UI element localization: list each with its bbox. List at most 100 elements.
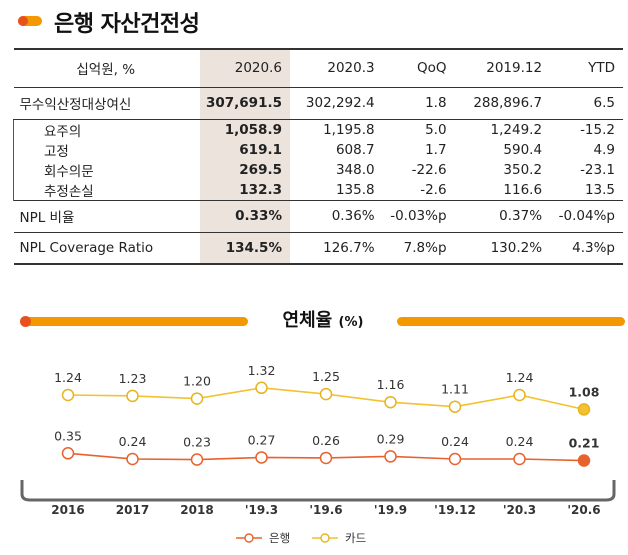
table-row: 고정 619.1 608.7 1.7 590.4 4.9 (12, 139, 624, 160)
data-label: 0.24 (441, 434, 469, 449)
row-label: NPL 비율 (13, 199, 200, 232)
table-header-cell: YTD (550, 48, 623, 88)
data-point (448, 452, 462, 466)
table-cell: -2.6 (420, 181, 447, 198)
table-cell: 590.4 (503, 141, 543, 158)
title-pill-icon (18, 16, 42, 26)
page-title: 은행 자산건전성 (54, 12, 200, 37)
table-row: NPL 비율 0.33% 0.36% -0.03%p 0.37% -0.04%p (13, 199, 623, 232)
data-point (61, 388, 75, 402)
legend-label: 카드 (345, 531, 366, 545)
data-point (448, 400, 462, 413)
data-point (255, 381, 268, 395)
table-row: 무수익산정대상여신 307,691.5 302,292.4 1.8 288,896.7 6… (13, 86, 623, 119)
data-point (255, 451, 268, 464)
table-cell: 269.5 (199, 159, 290, 180)
row-label: 회수의문 (12, 159, 200, 180)
x-tick-label: '19.12 (434, 503, 476, 517)
data-point (319, 451, 333, 465)
data-point (126, 389, 139, 403)
chart-title-bar-left (20, 316, 248, 327)
table-row: NPL Coverage Ratio 134.5% 126.7% 7.8%p 130.2… (13, 231, 623, 265)
data-label: 1.24 (54, 370, 82, 385)
data-label: 1.25 (312, 369, 340, 384)
data-point (190, 453, 204, 466)
data-label: 1.32 (248, 363, 276, 378)
data-label: 1.24 (506, 370, 534, 385)
table-cell: 307,691.5 (199, 86, 290, 119)
table-cell: 302,292.4 (289, 86, 383, 119)
data-point (577, 403, 591, 416)
data-point (513, 388, 526, 402)
table-cell: 288,896.7 (454, 86, 551, 119)
table-cell: -0.03%p (382, 199, 455, 232)
table-header-cell: 2019.12 (454, 48, 551, 88)
legend-marker (320, 533, 330, 543)
row-label: 요주의 (12, 118, 200, 140)
data-point (384, 450, 397, 463)
table-cell: 7.8%p (382, 231, 455, 265)
table-cell: 619.1 (199, 139, 290, 160)
legend-label: 은행 (269, 531, 290, 545)
table-cell: 4.3%p (550, 231, 623, 265)
table-cell: 348.0 (335, 161, 375, 178)
data-label: 0.23 (183, 435, 211, 450)
x-axis-bracket (20, 480, 616, 502)
data-point (126, 452, 139, 466)
data-point (319, 387, 333, 401)
table-cell: 132.3 (199, 179, 290, 200)
table-cell: -22.6 (411, 161, 447, 178)
x-tick-label: '19.6 (309, 503, 342, 517)
x-tick-label: '19.3 (245, 503, 278, 517)
asset-quality-table: 십억원, % 2020.6 2020.3 QoQ 2019.12 YTD 무수익… (12, 48, 624, 265)
x-tick-label: 2016 (51, 503, 84, 517)
row-label: NPL Coverage Ratio (13, 231, 200, 265)
table-header-cell: 2020.3 (289, 48, 383, 88)
table-cell: 1,249.2 (454, 118, 551, 140)
table-cell: -23.1 (580, 161, 615, 178)
chart-title-text: 연체율 (282, 310, 333, 331)
data-label: 0.26 (312, 433, 340, 448)
data-point (513, 452, 526, 466)
data-point (577, 454, 591, 467)
table-cell: -15.2 (550, 118, 623, 140)
table-cell: 0.37% (454, 199, 551, 232)
table-cell: 1.8 (382, 86, 455, 119)
table-cell: 1.7 (425, 141, 447, 158)
data-point (190, 392, 204, 405)
data-label: 1.23 (119, 371, 147, 386)
table-cell: 134.5% (199, 231, 290, 265)
data-label: 0.24 (506, 434, 534, 449)
data-label: 1.20 (183, 374, 211, 389)
x-tick-label: 2017 (116, 503, 149, 517)
data-label: 1.16 (377, 377, 405, 392)
table-row: 추정손실 132.3 135.8 -2.6 116.6 13.5 (12, 179, 624, 200)
table-cell: 608.7 (335, 141, 375, 158)
x-tick-label: '20.3 (503, 503, 536, 517)
data-point (384, 395, 397, 409)
row-label: 무수익산정대상여신 (13, 86, 200, 119)
row-label: 추정손실 (12, 179, 200, 200)
data-label: 1.08 (569, 384, 600, 399)
table-cell: 135.8 (335, 181, 375, 198)
data-label: 0.27 (248, 432, 276, 447)
table-cell: 4.9 (593, 141, 615, 158)
chart-title-unit: (%) (338, 315, 364, 330)
row-label: 고정 (12, 139, 200, 160)
table-cell: 0.33% (199, 199, 290, 232)
table-row: 요주의 1,058.9 1,195.8 5.0 1,249.2 -15.2 (12, 118, 623, 140)
table-cell: -0.04%p (550, 199, 623, 232)
table-cell: 130.2% (454, 231, 551, 265)
data-label: 0.21 (569, 436, 600, 451)
table-cell: 1,058.9 (199, 118, 290, 140)
legend-marker (244, 533, 254, 543)
table-header-cell: QoQ (382, 48, 455, 88)
table-cell: 13.5 (584, 181, 615, 198)
data-label: 0.29 (377, 431, 405, 446)
data-point (61, 447, 75, 460)
data-label: 0.35 (54, 428, 82, 443)
data-label: 1.11 (441, 382, 469, 397)
table-cell: 0.36% (289, 199, 383, 232)
chart-title: 연체율 (%) (250, 306, 396, 332)
